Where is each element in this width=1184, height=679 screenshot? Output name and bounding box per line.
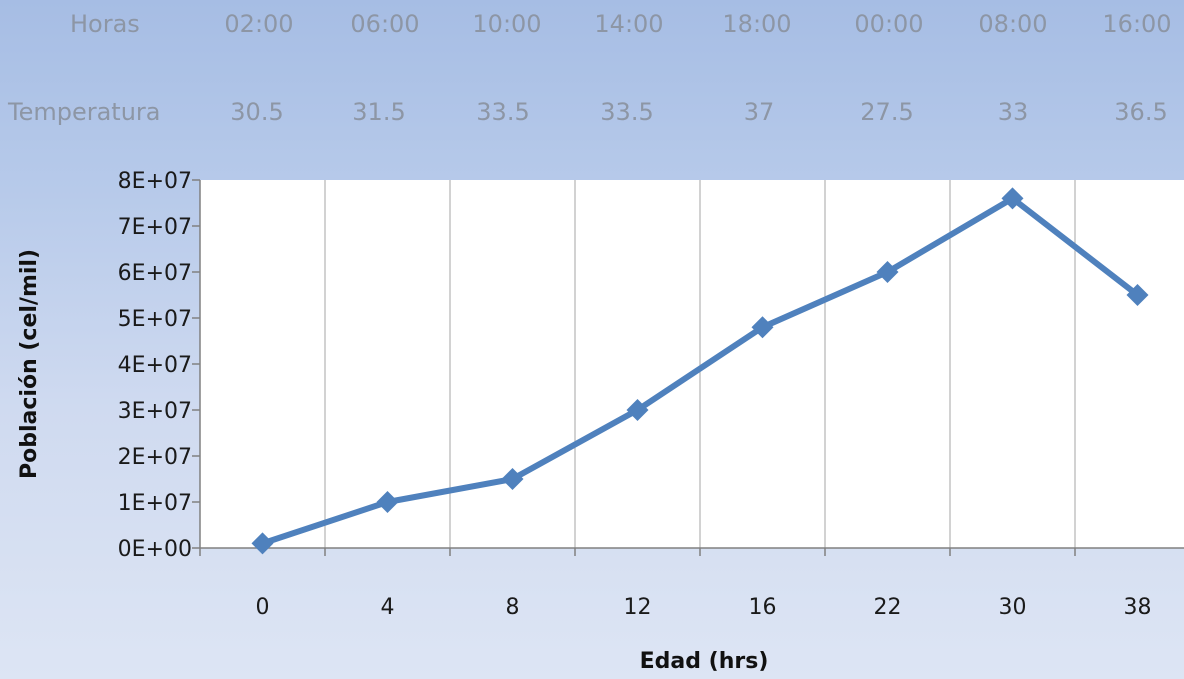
data-point-marker (1126, 284, 1149, 306)
y-tick-label: 3E+07 (118, 399, 192, 424)
row-label-horas: Horas (70, 10, 140, 38)
data-point-marker (251, 532, 274, 555)
x-axis-title: Edad (hrs) (640, 649, 769, 674)
x-tick-label: 22 (874, 595, 902, 620)
y-tick-label: 2E+07 (118, 445, 192, 470)
temperatura-cell: 37 (743, 98, 775, 126)
temperatura-cell: 33.5 (600, 98, 654, 126)
table-row-temperatura: Temperatura 30.5 31.5 33.5 33.5 37 27.5 … (0, 92, 1184, 132)
x-tick-label: 12 (624, 595, 652, 620)
x-tick-label: 38 (1124, 595, 1152, 620)
series-line (261, 195, 1140, 547)
table-row-horas: Horas 02:00 06:00 10:00 14:00 18:00 00:0… (0, 4, 1184, 44)
horas-cell: 02:00 (224, 10, 294, 38)
series-population (251, 187, 1149, 555)
y-tick-label: 0E+00 (118, 537, 192, 562)
data-point-marker (876, 261, 899, 283)
temperatura-cell: 30.5 (230, 98, 284, 126)
temperatura-cell: 33.5 (476, 98, 530, 126)
x-tick-label: 8 (506, 595, 520, 620)
data-point-marker (1001, 187, 1024, 210)
y-axis-title: Población (cel/mil) (17, 249, 42, 479)
y-tick-label: 4E+07 (118, 353, 192, 378)
data-point-marker (376, 491, 399, 513)
horas-cell: 10:00 (472, 10, 542, 38)
y-tick-label: 8E+07 (118, 169, 192, 194)
x-tick-label: 30 (999, 595, 1027, 620)
plot-area (200, 180, 1184, 548)
x-tick-label: 16 (749, 595, 777, 620)
horas-cell: 00:00 (854, 10, 924, 38)
data-point-marker (501, 468, 524, 490)
temperatura-cell: 36.5 (1114, 98, 1168, 126)
y-tick-label: 5E+07 (118, 307, 192, 332)
y-tick-label: 7E+07 (118, 215, 192, 240)
data-point-marker (626, 399, 649, 421)
horas-cell: 14:00 (594, 10, 664, 38)
gridlines (324, 180, 1076, 548)
horas-cell: 16:00 (1102, 10, 1172, 38)
x-axis-ticks: 0 4 8 12 16 22 30 38 (199, 548, 1152, 620)
temperatura-cell: 31.5 (352, 98, 406, 126)
row-label-temperatura: Temperatura (8, 98, 161, 126)
horas-cell: 06:00 (350, 10, 420, 38)
horas-cell: 08:00 (978, 10, 1048, 38)
y-tick-label: 1E+07 (118, 491, 192, 516)
temperatura-cell: 27.5 (860, 98, 914, 126)
horas-cell: 18:00 (722, 10, 792, 38)
temperatura-cell: 33 (997, 98, 1029, 126)
y-tick-label: 6E+07 (118, 261, 192, 286)
x-tick-label: 0 (256, 595, 270, 620)
x-tick-label: 4 (381, 595, 395, 620)
y-axis-ticks: 0E+00 1E+07 2E+07 3E+07 4E+07 5E+07 6E+07 7E+07… (118, 169, 200, 562)
data-point-marker (751, 316, 774, 339)
